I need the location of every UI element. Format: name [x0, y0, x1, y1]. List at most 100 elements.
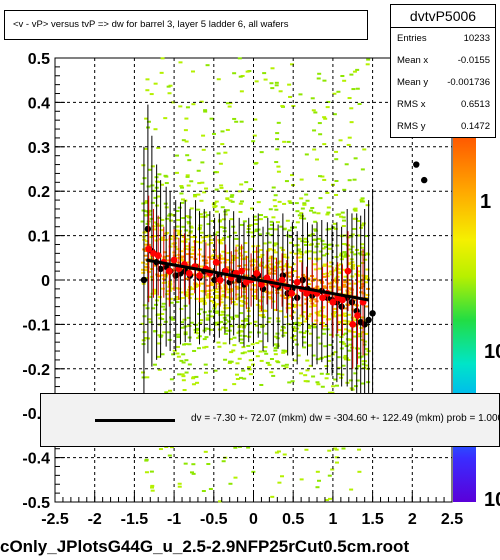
density-cell: [161, 302, 166, 305]
density-cell: [344, 332, 349, 335]
density-cell: [274, 208, 279, 211]
density-cell: [258, 218, 263, 221]
density-cell: [208, 238, 213, 241]
density-cell: [230, 281, 235, 284]
density-cell: [206, 284, 211, 287]
density-cell: [315, 381, 320, 384]
density-cell: [357, 448, 362, 451]
density-cell: [144, 201, 149, 204]
density-cell: [296, 354, 301, 357]
density-cell: [175, 154, 180, 157]
density-cell: [350, 245, 355, 248]
density-cell: [258, 300, 263, 303]
density-cell: [213, 304, 218, 307]
density-cell: [342, 255, 347, 258]
density-cell: [292, 323, 297, 326]
density-cell: [259, 383, 264, 386]
density-cell: [223, 332, 228, 335]
x-tick-label: -1.5: [121, 511, 149, 528]
density-cell: [233, 476, 238, 479]
red-profile-point: [278, 276, 286, 284]
density-cell: [193, 195, 198, 198]
density-cell: [220, 295, 225, 298]
black-profile-point: [413, 161, 420, 168]
density-cell: [274, 84, 279, 87]
density-cell: [147, 213, 152, 216]
density-cell: [213, 321, 218, 324]
density-cell: [177, 373, 182, 376]
density-cell: [213, 369, 218, 372]
density-cell: [253, 218, 258, 221]
colorbar-label-1: 1: [480, 191, 491, 213]
density-cell: [180, 296, 185, 299]
density-cell: [180, 326, 185, 329]
density-cell: [313, 251, 318, 254]
density-cell: [180, 255, 185, 258]
density-cell: [253, 297, 258, 300]
density-cell: [271, 216, 276, 219]
density-cell: [239, 299, 244, 302]
density-cell: [341, 219, 346, 222]
density-cell: [221, 460, 226, 463]
density-cell: [265, 361, 270, 364]
density-cell: [352, 227, 357, 230]
density-cell: [175, 301, 180, 304]
density-cell: [153, 82, 158, 85]
density-cell: [190, 252, 195, 255]
density-cell: [222, 342, 227, 345]
density-cell: [237, 357, 242, 360]
density-cell: [305, 359, 310, 362]
density-cell: [309, 300, 314, 303]
density-cell: [292, 329, 297, 332]
density-cell: [340, 234, 345, 237]
density-cell: [318, 133, 323, 136]
density-cell: [324, 246, 329, 249]
density-cell: [327, 318, 332, 321]
density-cell: [332, 315, 337, 318]
density-cell: [200, 300, 205, 303]
density-cell: [292, 305, 297, 308]
density-cell: [325, 213, 330, 216]
density-cell: [327, 282, 332, 285]
legend-line-sample: [95, 419, 175, 422]
density-cell: [288, 235, 293, 238]
density-cell: [152, 292, 157, 295]
density-cell: [305, 199, 310, 202]
density-cell: [364, 296, 369, 299]
density-cell: [259, 359, 264, 362]
density-cell: [327, 391, 332, 394]
density-cell: [328, 333, 333, 336]
density-cell: [347, 263, 352, 266]
density-cell: [159, 334, 164, 337]
density-cell: [204, 336, 209, 339]
density-cell: [230, 194, 235, 197]
density-cell: [252, 284, 257, 287]
density-cell: [319, 372, 324, 375]
density-cell: [275, 132, 280, 135]
density-cell: [218, 500, 223, 503]
density-cell: [260, 325, 265, 328]
density-cell: [225, 314, 230, 317]
density-cell: [276, 361, 281, 364]
density-cell: [203, 110, 208, 113]
density-cell: [239, 330, 244, 333]
density-cell: [341, 322, 346, 325]
density-cell: [337, 288, 342, 291]
density-cell: [304, 153, 309, 156]
density-cell: [318, 357, 323, 360]
density-cell: [330, 468, 335, 471]
density-cell: [325, 499, 330, 502]
density-cell: [313, 111, 318, 114]
density-cell: [235, 298, 240, 301]
density-cell: [221, 290, 226, 293]
density-cell: [307, 326, 312, 329]
density-cell: [228, 338, 233, 341]
density-cell: [342, 342, 347, 345]
density-cell: [165, 293, 170, 296]
density-cell: [312, 263, 317, 266]
density-cell: [179, 307, 184, 310]
density-cell: [158, 448, 163, 451]
density-cell: [186, 216, 191, 219]
density-cell: [202, 311, 207, 314]
density-cell: [288, 95, 293, 98]
